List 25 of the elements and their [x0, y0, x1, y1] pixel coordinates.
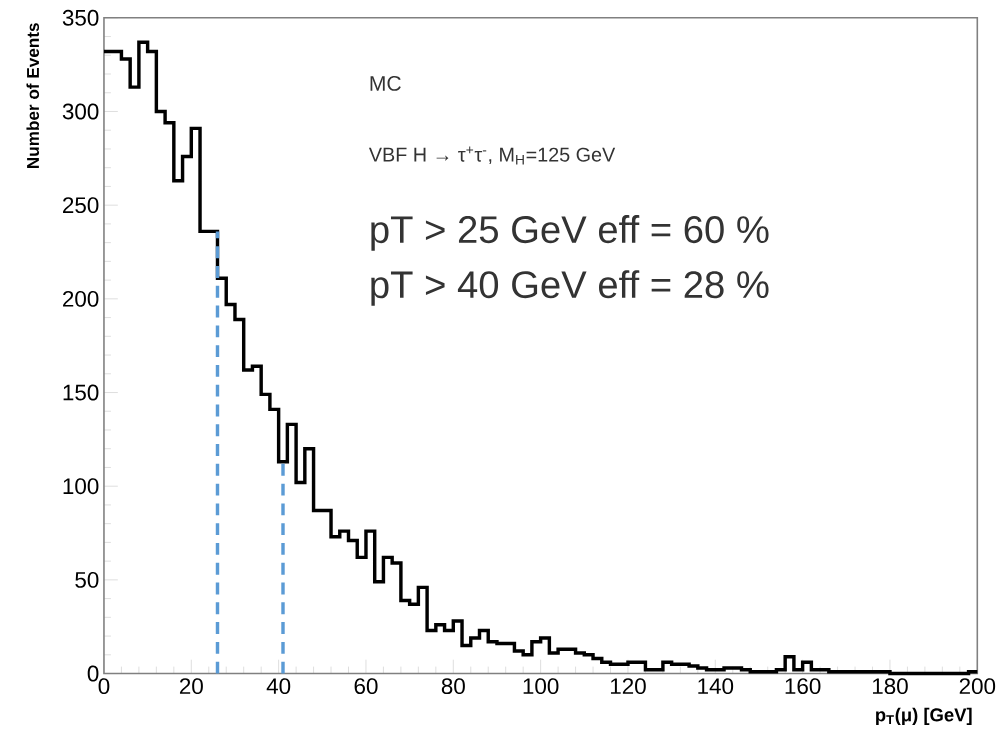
x-tick-label: 20: [179, 678, 203, 695]
x-tick-label: 140: [698, 678, 734, 695]
x-axis-title: p$_{T}$(μ) [GeV]: [876, 707, 972, 726]
x-tick-label: 160: [785, 678, 821, 695]
annotation: MC: [370, 76, 401, 91]
x-tick-label: 120: [610, 678, 646, 695]
y-tick-label: 50: [75, 572, 99, 588]
annotation: pT > 25 GeV eff = 60 %: [371, 215, 769, 251]
x-tick-label: 200: [959, 678, 996, 695]
x-tick-label: 80: [441, 678, 465, 695]
y-tick-label: 100: [63, 478, 99, 495]
y-tick-label: 0: [87, 665, 99, 682]
x-tick-label: 100: [523, 678, 559, 695]
x-tick-label: 180: [872, 678, 908, 695]
y-tick-label: 150: [63, 384, 99, 401]
x-tick-label: 60: [354, 678, 378, 695]
x-tick-label: 0: [98, 678, 110, 695]
y-tick-label: 200: [63, 291, 99, 307]
y-tick-label: 250: [63, 197, 99, 214]
x-tick-label: 40: [266, 678, 291, 695]
y-tick-label: 350: [62, 9, 99, 26]
y-axis-title: Number of Events: [26, 23, 40, 169]
annotation: pT > 40 GeV eff = 28 %: [371, 270, 769, 306]
annotation: VBF H → τ$^{+}$τ$^{-}$, M$_{H}$=125 GeV: [368, 146, 616, 165]
y-tick-label: 300: [62, 103, 99, 120]
